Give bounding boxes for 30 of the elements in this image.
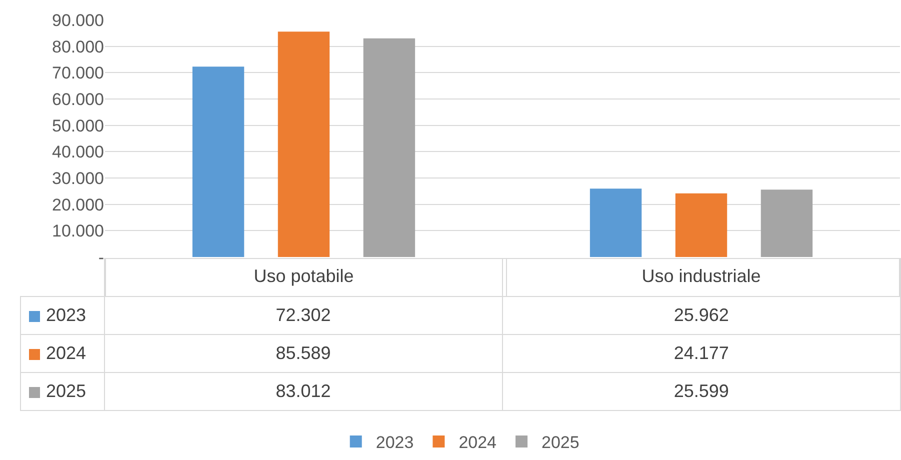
bar: [675, 193, 728, 257]
bar: [192, 66, 244, 257]
y-tick-label: 80.000: [52, 37, 104, 56]
legend-label: 2023: [46, 305, 86, 325]
y-tick-label: 10.000: [52, 222, 104, 241]
data-label: 83.012: [104, 372, 502, 410]
bar: [363, 38, 416, 257]
data-label: 85.589: [104, 334, 502, 372]
legend-label: 2025: [542, 433, 580, 452]
x-tick-label: Uso potabile: [254, 266, 354, 286]
y-tick-label: -: [98, 248, 104, 267]
y-tick-label: 20.000: [52, 195, 104, 214]
legend-label: 2024: [458, 433, 497, 452]
x-tick-label: Uso industriale: [642, 266, 761, 286]
data-label: 25.962: [502, 296, 900, 334]
y-tick-label: 50.000: [52, 116, 104, 136]
bar: [278, 32, 330, 257]
bar: [590, 188, 642, 257]
text: 2023: [376, 433, 414, 452]
text: 2024: [46, 343, 86, 363]
y-tick-label: 40.000: [52, 142, 104, 162]
data-label: 25.599: [502, 372, 900, 410]
y-tick-label: 60.000: [52, 90, 104, 109]
bar: [760, 190, 813, 257]
data-label: 24.177: [502, 334, 900, 372]
y-tick-label: 30.000: [52, 168, 104, 188]
text: 2025: [46, 381, 86, 401]
y-tick-label: 70.000: [52, 64, 104, 83]
data-label: 72.302: [104, 296, 502, 334]
y-tick-label: 90.000: [52, 10, 104, 30]
